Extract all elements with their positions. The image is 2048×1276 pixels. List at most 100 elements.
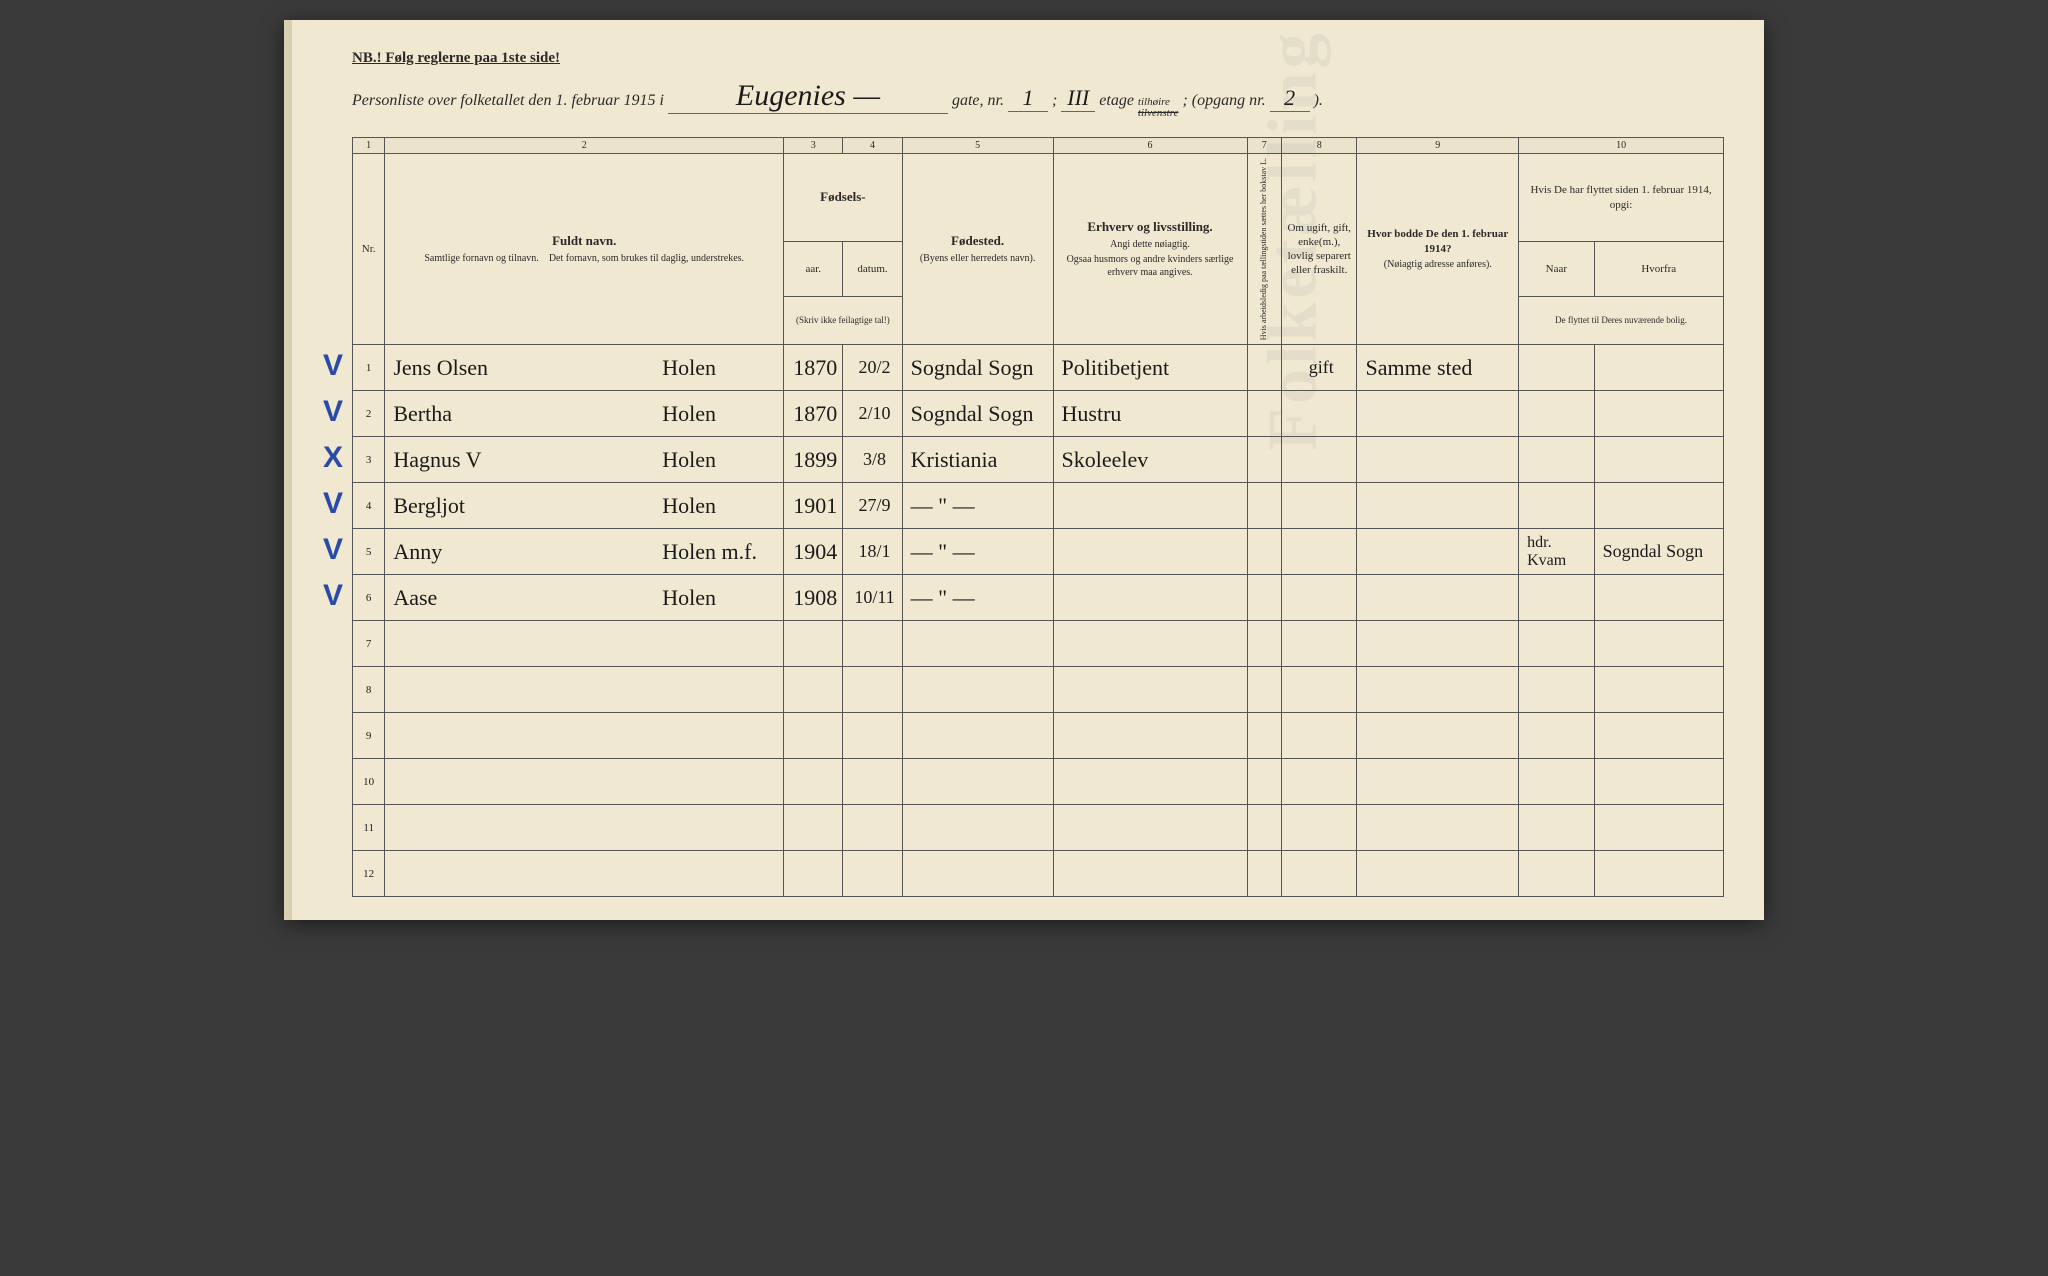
etage-label: etage — [1099, 92, 1134, 110]
occupation: Politibetjent — [1053, 345, 1247, 391]
prev-address — [1357, 529, 1519, 575]
prev-address — [1357, 391, 1519, 437]
col-occ-header: Erhverv og livsstilling. Angi dette nøia… — [1053, 154, 1247, 345]
table-row: V6AaseHolen190810/11— " — — [353, 575, 1724, 621]
table-row-empty: 10 — [353, 759, 1724, 805]
birth-year-header: aar. — [784, 242, 843, 297]
header-row-1: Nr. Fuldt navn. Samtlige fornavn og tiln… — [353, 154, 1724, 242]
first-name: Anny — [385, 529, 654, 575]
surname: Holen — [654, 345, 783, 391]
birth-date: 10/11 — [843, 575, 902, 621]
row-nr: V1 — [353, 345, 385, 391]
moved-when — [1519, 437, 1594, 483]
row-nr: X3 — [353, 437, 385, 483]
surname: Holen — [654, 437, 783, 483]
colnum: 7 — [1247, 138, 1281, 154]
colnum: 2 — [385, 138, 784, 154]
place-sub: (Byens eller herredets navn). — [907, 252, 1049, 265]
colnum: 10 — [1519, 138, 1724, 154]
surname: Holen — [654, 391, 783, 437]
colnum: 8 — [1282, 138, 1357, 154]
birth-year: 1904 — [784, 529, 843, 575]
col-name-header: Fuldt navn. Samtlige fornavn og tilnavn.… — [385, 154, 784, 345]
table-row-empty: 11 — [353, 805, 1724, 851]
col7-cell — [1247, 437, 1281, 483]
first-name: Hagnus V — [385, 437, 654, 483]
table-body: V1Jens OlsenHolen187020/2Sogndal SognPol… — [353, 345, 1724, 897]
row-nr: 9 — [353, 713, 385, 759]
occ-sub1: Angi dette nøiagtig. — [1058, 238, 1243, 251]
marital-status — [1282, 529, 1357, 575]
colnum: 5 — [902, 138, 1053, 154]
semicolon: ; — [1052, 92, 1057, 110]
check-mark: V — [323, 579, 343, 613]
col10-sub: De flyttet til Deres nuværende bolig. — [1519, 296, 1724, 345]
row-nr: 7 — [353, 621, 385, 667]
gate-number: 1 — [1008, 85, 1048, 112]
name-sub1: Samtlige fornavn og tilnavn. Det fornavn… — [389, 252, 779, 265]
occupation: Skoleelev — [1053, 437, 1247, 483]
opgang-number: 2 — [1270, 85, 1310, 112]
birth-year: 1901 — [784, 483, 843, 529]
first-name: Jens Olsen — [385, 345, 654, 391]
birth-year: 1899 — [784, 437, 843, 483]
check-mark: V — [323, 533, 343, 567]
birth-date: 18/1 — [843, 529, 902, 575]
opgang-label: ; (opgang nr. — [1182, 92, 1265, 110]
side-bottom: tilvenstre — [1138, 108, 1179, 119]
table-row: X3Hagnus VHolen18993/8KristianiaSkoleele… — [353, 437, 1724, 483]
birthplace: Kristiania — [902, 437, 1053, 483]
birth-main: Fødsels- — [820, 189, 866, 204]
col7-cell — [1247, 529, 1281, 575]
colnum: 9 — [1357, 138, 1519, 154]
col10-header: Hvis De har flyttet siden 1. februar 191… — [1519, 154, 1724, 242]
table-row-empty: 12 — [353, 851, 1724, 897]
table-row-empty: 7 — [353, 621, 1724, 667]
col9-main: Hvor bodde De den 1. februar 1914? — [1367, 228, 1508, 254]
col-nr-header: Nr. — [353, 154, 385, 345]
close-paren: ). — [1314, 92, 1323, 110]
check-mark: X — [323, 441, 343, 475]
occupation — [1053, 483, 1247, 529]
gate-label: gate, nr. — [952, 92, 1004, 110]
marital-status — [1282, 483, 1357, 529]
name-sub1-text: Samtlige fornavn og tilnavn. — [424, 253, 538, 264]
moved-when — [1519, 575, 1594, 621]
moved-when — [1519, 391, 1594, 437]
col7-cell — [1247, 391, 1281, 437]
row-nr: V2 — [353, 391, 385, 437]
colnum: 4 — [843, 138, 902, 154]
col10-fra-header: Hvorfra — [1594, 242, 1723, 297]
moved-from: Sogndal Sogn — [1594, 529, 1723, 575]
table-row: V4BergljotHolen190127/9— " — — [353, 483, 1724, 529]
moved-from — [1594, 437, 1723, 483]
moved-when — [1519, 345, 1594, 391]
table-row-empty: 8 — [353, 667, 1724, 713]
row-nr: V6 — [353, 575, 385, 621]
birth-note: (Skriv ikke feilagtige tal!) — [784, 296, 903, 345]
birthplace: — " — — [902, 529, 1053, 575]
table-row-empty: 9 — [353, 713, 1724, 759]
first-name: Aase — [385, 575, 654, 621]
surname: Holen — [654, 575, 783, 621]
birth-date: 27/9 — [843, 483, 902, 529]
col-place-header: Fødested. (Byens eller herredets navn). — [902, 154, 1053, 345]
moved-from — [1594, 575, 1723, 621]
name-sub2-text: Det fornavn, som brukes til daglig, unde… — [549, 253, 744, 264]
row-nr: 8 — [353, 667, 385, 713]
birthplace: Sogndal Sogn — [902, 391, 1053, 437]
occupation — [1053, 575, 1247, 621]
row-nr: 11 — [353, 805, 385, 851]
prev-address — [1357, 483, 1519, 529]
first-name: Bertha — [385, 391, 654, 437]
check-mark: V — [323, 487, 343, 521]
marital-status — [1282, 437, 1357, 483]
moved-when: hdr. Kvam — [1519, 529, 1594, 575]
row-nr: 10 — [353, 759, 385, 805]
birthplace: — " — — [902, 575, 1053, 621]
prev-address — [1357, 437, 1519, 483]
colnum: 1 — [353, 138, 385, 154]
col7-cell — [1247, 345, 1281, 391]
birthplace: — " — — [902, 483, 1053, 529]
prev-address — [1357, 575, 1519, 621]
